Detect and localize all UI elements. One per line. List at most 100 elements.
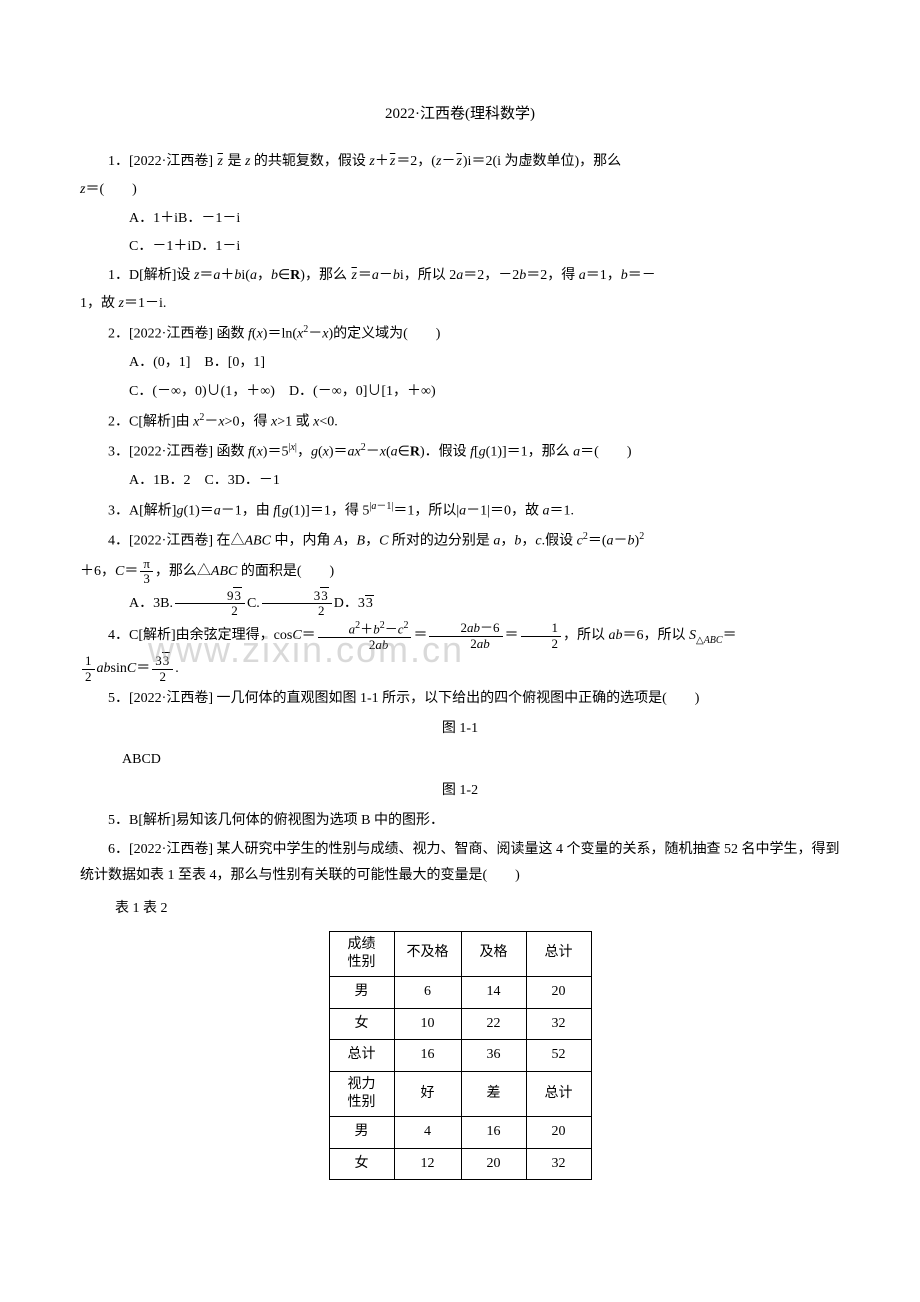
q4-sol2: 12absinC＝332. bbox=[80, 654, 840, 684]
cell: 32 bbox=[526, 1148, 591, 1180]
cell: 及格 bbox=[461, 931, 526, 976]
t: )的定义域为( ) bbox=[328, 327, 440, 342]
t: i，所以 2 bbox=[400, 268, 456, 283]
den: 3 bbox=[140, 572, 153, 586]
frac4: 12 bbox=[82, 654, 95, 684]
t: ， bbox=[365, 534, 379, 549]
cell: 4 bbox=[394, 1117, 461, 1149]
cell: 女 bbox=[329, 1148, 394, 1180]
table-row: 男61420 bbox=[329, 976, 591, 1008]
t: ＝1， bbox=[586, 268, 621, 283]
frac5: 332 bbox=[152, 654, 173, 684]
q1-sol2: 1，故 z＝1－i. bbox=[80, 291, 840, 318]
num: 33 bbox=[152, 654, 173, 669]
t: 2．[2022·江西卷] 函数 bbox=[108, 327, 248, 342]
t: 是 bbox=[224, 154, 245, 169]
t: 1，故 bbox=[80, 296, 119, 311]
num: 1 bbox=[82, 654, 95, 669]
frac-optc: 332 bbox=[262, 589, 332, 619]
cell: 差 bbox=[461, 1071, 526, 1116]
cell: 16 bbox=[461, 1117, 526, 1149]
q5-stem: 5．[2022·江西卷] 一几何体的直观图如图 1-1 所示，以下给出的四个俯视… bbox=[80, 686, 840, 713]
t: )．假设 bbox=[420, 444, 470, 459]
num: 33 bbox=[262, 589, 332, 604]
t: (1)]＝1，那么 bbox=[486, 444, 574, 459]
t: 4．[2022·江西卷] 在△ bbox=[108, 534, 245, 549]
cell: 32 bbox=[526, 1008, 591, 1040]
t: )，那么 bbox=[300, 268, 350, 283]
t: ＝1－i. bbox=[124, 296, 166, 311]
frac3: 12 bbox=[521, 621, 562, 651]
t: >1 或 bbox=[277, 414, 313, 429]
cell: 好 bbox=[394, 1071, 461, 1116]
q3-opt: A．1B．2 C．3D．－1 bbox=[80, 468, 840, 495]
t: ＋6， bbox=[80, 564, 115, 579]
q3-sol: 3．A[解析]g(1)＝a－1，由 f[g(1)]＝1，得 5|a－1|＝1，所… bbox=[80, 497, 840, 525]
t: (1)＝ bbox=[183, 503, 213, 518]
t: 性别 bbox=[348, 1095, 376, 1110]
cell: 16 bbox=[394, 1040, 461, 1072]
t: ，那么△ bbox=[155, 564, 211, 579]
t2-header: 视力性别 bbox=[329, 1071, 394, 1116]
t: ＝ bbox=[302, 628, 316, 643]
t: i( bbox=[241, 268, 250, 283]
t: 4．C[解析]由余弦定理得，cos bbox=[108, 628, 292, 643]
t: ＝6，所以 bbox=[623, 628, 690, 643]
frac2: 2ab－62ab bbox=[429, 621, 502, 651]
cell: 20 bbox=[526, 1117, 591, 1149]
q1-stem: 1．[2022·江西卷] z 是 z 的共轭复数，假设 z＋z＝2，(z－z)i… bbox=[80, 149, 840, 176]
cell: 女 bbox=[329, 1008, 394, 1040]
num: π bbox=[140, 557, 153, 572]
t: D．33 bbox=[334, 595, 374, 611]
t: ∈ bbox=[398, 444, 410, 459]
cell: 男 bbox=[329, 1117, 394, 1149]
t: －1|＝0，故 bbox=[466, 503, 542, 518]
table-label: 表 1 表 2 bbox=[80, 896, 840, 923]
t: ＝2，( bbox=[396, 154, 436, 169]
t: ， bbox=[521, 534, 535, 549]
t: ＝ bbox=[124, 564, 138, 579]
t: ＝ bbox=[334, 444, 348, 459]
t: sin bbox=[111, 661, 127, 676]
q4-stem2: ＋6，C＝π3，那么△ABC 的面积是( ) bbox=[80, 557, 840, 587]
t: ＝( ) bbox=[85, 182, 136, 197]
t: ＝ bbox=[136, 661, 150, 676]
t: ＝( bbox=[588, 534, 607, 549]
den: 2 bbox=[82, 670, 95, 684]
cell: 男 bbox=[329, 976, 394, 1008]
t: 的共轭复数，假设 bbox=[250, 154, 369, 169]
t: 的面积是( ) bbox=[237, 564, 334, 579]
q4-stem: 4．[2022·江西卷] 在△ABC 中，内角 A，B，C 所对的边分别是 a，… bbox=[80, 527, 840, 555]
table-1: 成绩性别 不及格 及格 总计 男61420 女102232 总计163652 视… bbox=[329, 931, 592, 1181]
t: ， bbox=[343, 534, 357, 549]
t: )i＝2(i 为虚数单位)，那么 bbox=[463, 154, 621, 169]
t: <0. bbox=[319, 414, 337, 429]
den: 2ab bbox=[429, 637, 502, 651]
table-row: 男41620 bbox=[329, 1117, 591, 1149]
q1-stem2: z＝( ) bbox=[80, 177, 840, 204]
t: A．3B. bbox=[129, 596, 173, 611]
cell: 总计 bbox=[329, 1040, 394, 1072]
frac1: a2＋b2－c22ab bbox=[318, 620, 412, 652]
cell: 36 bbox=[461, 1040, 526, 1072]
q2-sol: 2．C[解析]由 x2－x>0，得 x>1 或 x<0. bbox=[80, 408, 840, 436]
table-row: 女122032 bbox=[329, 1148, 591, 1180]
q3-stem: 3．[2022·江西卷] 函数 f(x)＝5|x|，g(x)＝ax2－x(a∈R… bbox=[80, 438, 840, 466]
den: 2 bbox=[152, 670, 173, 684]
t: 1．D[解析]设 bbox=[108, 268, 194, 283]
cell: 12 bbox=[394, 1148, 461, 1180]
t: >0，得 bbox=[225, 414, 271, 429]
t: ＝ bbox=[413, 628, 427, 643]
t: . bbox=[175, 661, 179, 676]
den: 2 bbox=[262, 604, 332, 618]
q1-sol: 1．D[解析]设 z＝a＋bi(a，b∈R)，那么 z＝a－bi，所以 2a＝2… bbox=[80, 263, 840, 290]
q1-opt2: C．－1＋iD．1－i bbox=[80, 234, 840, 261]
t: ＝ln( bbox=[267, 327, 297, 342]
page-title: 2022·江西卷(理科数学) bbox=[80, 100, 840, 129]
cell: 总计 bbox=[526, 931, 591, 976]
t: ＝1. bbox=[549, 503, 574, 518]
cell: 52 bbox=[526, 1040, 591, 1072]
frac-optb: 932 bbox=[175, 589, 245, 619]
q2-opt2: C．(－∞，0)∪(1，＋∞) D．(－∞，0]∪[1，＋∞) bbox=[80, 379, 840, 406]
t: ＝1，所以| bbox=[393, 503, 459, 518]
